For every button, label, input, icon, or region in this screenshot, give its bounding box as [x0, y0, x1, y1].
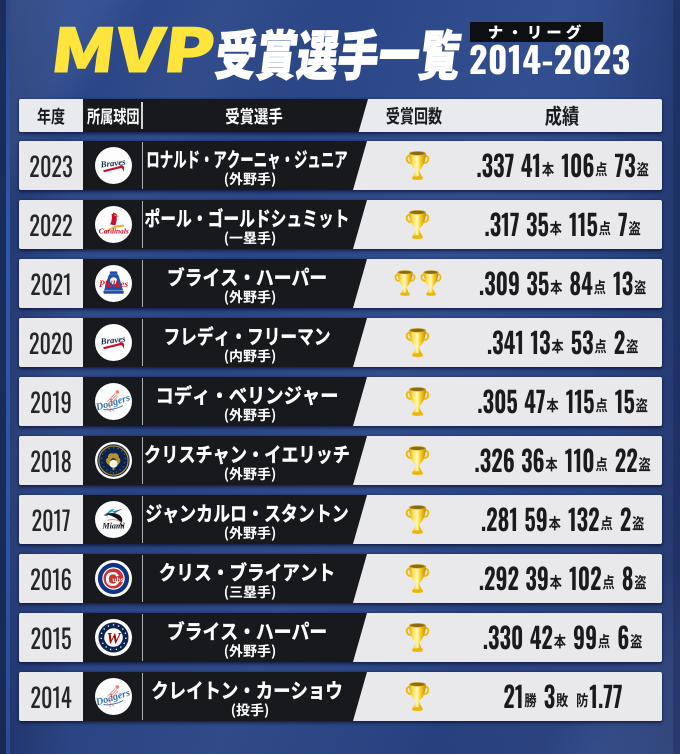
svg-text:Braves: Braves	[99, 156, 127, 169]
svg-text:Braves: Braves	[99, 333, 127, 346]
svg-text:C: C	[105, 569, 119, 591]
svg-text:W: W	[106, 630, 122, 647]
svg-text:Miami: Miami	[101, 521, 125, 530]
svg-text:Phillies: Phillies	[99, 280, 129, 290]
svg-text:Cardinals: Cardinals	[98, 226, 128, 235]
svg-text:ubs: ubs	[112, 577, 124, 584]
